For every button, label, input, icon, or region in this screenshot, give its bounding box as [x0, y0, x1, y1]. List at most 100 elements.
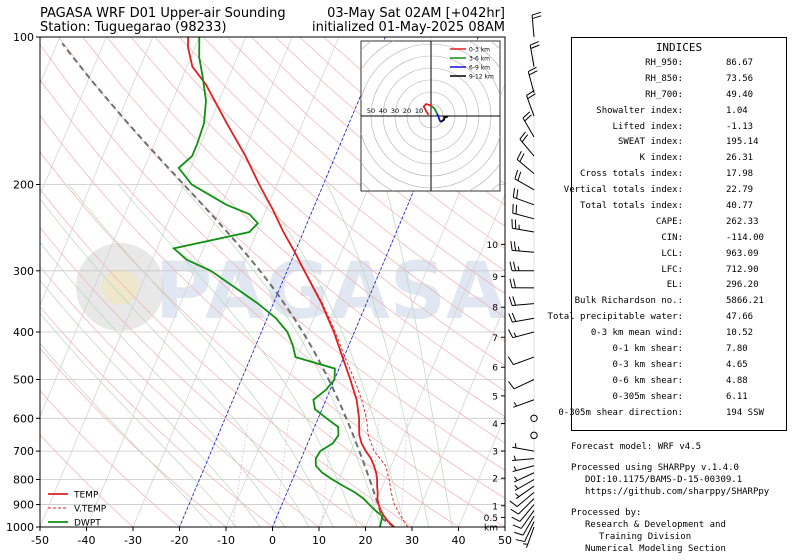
- barb-full: [511, 312, 517, 322]
- index-value: 22.79: [726, 185, 754, 196]
- station-label: Station: Tuguegarao (98233): [40, 20, 227, 35]
- init-time: initialized 01-May-2025 08AM: [311, 20, 505, 35]
- wind-barb: [512, 443, 535, 452]
- barb-staff: [515, 485, 535, 500]
- y-tick-label: 600: [13, 412, 34, 425]
- hodograph-ring-label: 10: [415, 107, 423, 115]
- barb-staff: [512, 303, 535, 306]
- index-value: 712.90: [726, 264, 759, 275]
- valid-time: 03-May Sat 02AM [+042hr]: [327, 6, 505, 21]
- barb-staff: [512, 249, 535, 253]
- barb-full: [513, 241, 517, 251]
- index-value: 194 SSW: [726, 407, 764, 418]
- legend-label: DWPT: [74, 519, 101, 529]
- barb-full: [528, 70, 538, 76]
- dry-adiabat: [40, 434, 134, 527]
- wind-barb: [512, 455, 535, 461]
- wind-barb: [510, 498, 535, 515]
- index-label: EL:: [666, 280, 683, 291]
- isotherm: [40, 37, 61, 86]
- x-tick-label: -30: [124, 534, 142, 547]
- barb-staff: [512, 212, 535, 220]
- dry-adiabat: [40, 226, 367, 527]
- index-value: 6.11: [726, 391, 748, 402]
- isotherm: [365, 193, 505, 527]
- indices-row: LCL: 963.09: [572, 249, 786, 265]
- indices-row: 0-305m shear: 6.11: [572, 392, 786, 408]
- barb-staff: [529, 45, 535, 67]
- index-value: 17.98: [726, 169, 754, 180]
- series-vtemp-line: [304, 270, 409, 527]
- indices-row: 0-6 km shear: 4.88: [572, 376, 786, 392]
- indices-row: RH_850: 73.56: [572, 74, 786, 90]
- dry-adiabat: [40, 347, 227, 527]
- hodograph-ring-label: 30: [391, 107, 399, 115]
- index-label: Total totals index:: [580, 201, 683, 212]
- barb-full: [529, 41, 539, 46]
- barb-staff: [512, 317, 535, 323]
- wind-barb: [509, 278, 535, 289]
- wind-barbs: [507, 11, 542, 548]
- wind-barb: [512, 510, 535, 529]
- barb-half: [514, 476, 518, 481]
- barb-staff: [522, 515, 535, 536]
- barb-staff: [514, 479, 535, 491]
- hodograph-legend-label: 9-12 km: [469, 74, 494, 81]
- indices-row: Cross totals index: 17.98: [572, 169, 786, 185]
- index-value: 262.33: [726, 216, 759, 227]
- indices-row: Total precipitable water: 47.66: [548, 312, 786, 328]
- index-value: 195.14: [726, 137, 759, 148]
- mixing-ratio-line: [400, 418, 408, 527]
- hodograph-legend-label: 0-3 km: [469, 47, 490, 54]
- wind-barb: [513, 472, 535, 483]
- barb-full: [512, 524, 522, 529]
- index-label: Showalter index:: [596, 105, 683, 116]
- index-label: Cross totals index:: [580, 169, 683, 180]
- wind-barb: [526, 90, 536, 117]
- height-tick-label: 6: [492, 364, 498, 374]
- x-tick-label: 0: [269, 534, 276, 547]
- parcel-trace: [61, 42, 395, 527]
- indices-row: Vertical totals index: 22.79: [564, 185, 786, 201]
- barb-staff: [531, 15, 535, 38]
- wind-barb: [529, 41, 540, 67]
- y-tick-label: 700: [13, 445, 34, 458]
- barb-full: [517, 171, 522, 181]
- barb-staff: [519, 504, 535, 522]
- moist-adiabat: [40, 312, 237, 527]
- height-tick-label: 1: [492, 502, 498, 512]
- barb-full: [516, 151, 522, 160]
- dry-adiabat: [227, 37, 505, 272]
- index-label: CIN:: [661, 232, 683, 243]
- wind-barb: [514, 479, 535, 491]
- dry-adiabat: [40, 266, 320, 527]
- barb-staff: [512, 227, 535, 233]
- barb-half: [515, 493, 520, 498]
- isotherm: [0, 37, 13, 537]
- x-tick-label: 30: [405, 534, 419, 547]
- index-label: 0-6 km shear:: [612, 375, 683, 386]
- index-label: Lifted index:: [612, 121, 683, 132]
- legend-label: TEMP: [73, 491, 99, 501]
- wind-barb: [514, 169, 535, 191]
- wind-barb: [527, 66, 538, 93]
- indices-row: RH_950: 86.67: [572, 58, 786, 74]
- isotherm: [40, 37, 247, 527]
- indices-panel: INDICES RH_950: 86.67 RH_850: 73.56 RH_700: 4…: [548, 37, 787, 431]
- height-tick-label: 9: [492, 273, 498, 283]
- isotherm: [40, 37, 107, 196]
- indices-row: 0-1 km shear: 7.80: [572, 344, 786, 360]
- barb-full: [513, 261, 516, 271]
- index-label: 0-3 km mean wind:: [590, 328, 683, 339]
- barb-half: [514, 485, 519, 490]
- series-dwpt-line: [171, 37, 384, 527]
- indices-row: K index: 26.31: [572, 153, 786, 169]
- barb-full: [514, 169, 519, 179]
- barb-half: [513, 455, 517, 461]
- hodograph-segment: [436, 113, 442, 123]
- index-value: 49.40: [726, 89, 754, 100]
- barb-full: [509, 261, 513, 271]
- wind-barb: [519, 131, 535, 157]
- reference-isotherm: [179, 37, 386, 527]
- url-label: https://github.com/sharppy/SHARPpy: [585, 487, 770, 497]
